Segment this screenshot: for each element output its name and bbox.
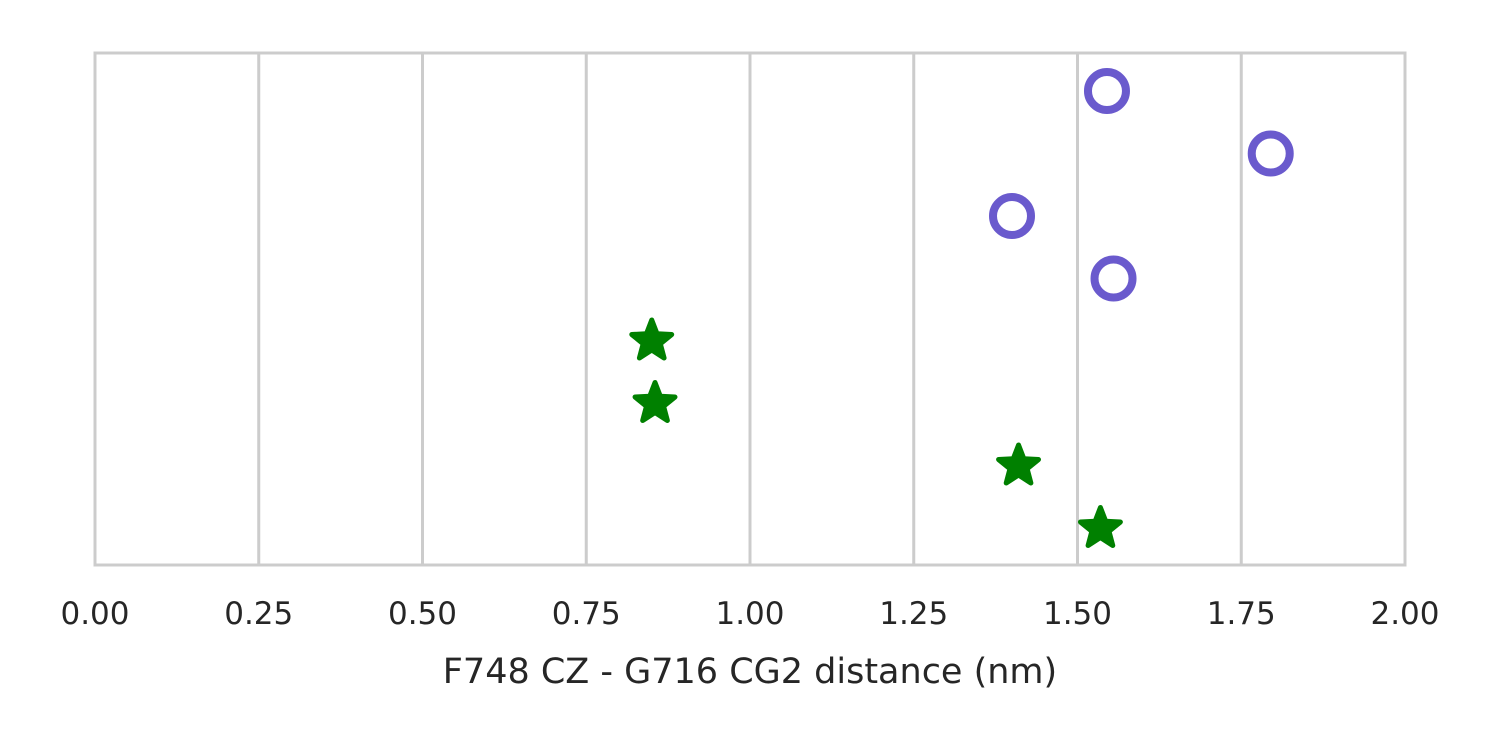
circle-data-point: [1090, 255, 1137, 302]
circle-data-point: [1247, 130, 1294, 177]
x-tick-label: 1.25: [879, 596, 948, 632]
x-tick-label: 1.00: [715, 596, 784, 632]
x-tick-label: 0.75: [552, 596, 621, 632]
x-tick-labels: 0.00 0.25 0.50 0.75 1.00 1.25 1.50 1.75 2.00: [60, 596, 1439, 632]
circle-data-point: [1083, 68, 1130, 114]
star-data-point: [996, 442, 1042, 486]
x-tick-label: 1.50: [1043, 596, 1112, 632]
x-tick-label: 2.00: [1370, 596, 1439, 632]
x-tick-label: 0.50: [388, 596, 457, 632]
x-tick-label: 0.00: [60, 596, 129, 632]
x-tick-label: 0.25: [224, 596, 293, 632]
circle-data-point: [989, 193, 1035, 239]
star-data-point: [1077, 505, 1123, 548]
grid-lines: [93, 53, 1407, 565]
data-points: [629, 68, 1294, 548]
plot-frame: [93, 51, 1407, 567]
star-data-point: [629, 317, 675, 361]
x-tick-label: 1.75: [1207, 596, 1276, 632]
star-data-point: [632, 380, 678, 423]
x-axis-label: F748 CZ - G716 CG2 distance (nm): [443, 652, 1057, 692]
